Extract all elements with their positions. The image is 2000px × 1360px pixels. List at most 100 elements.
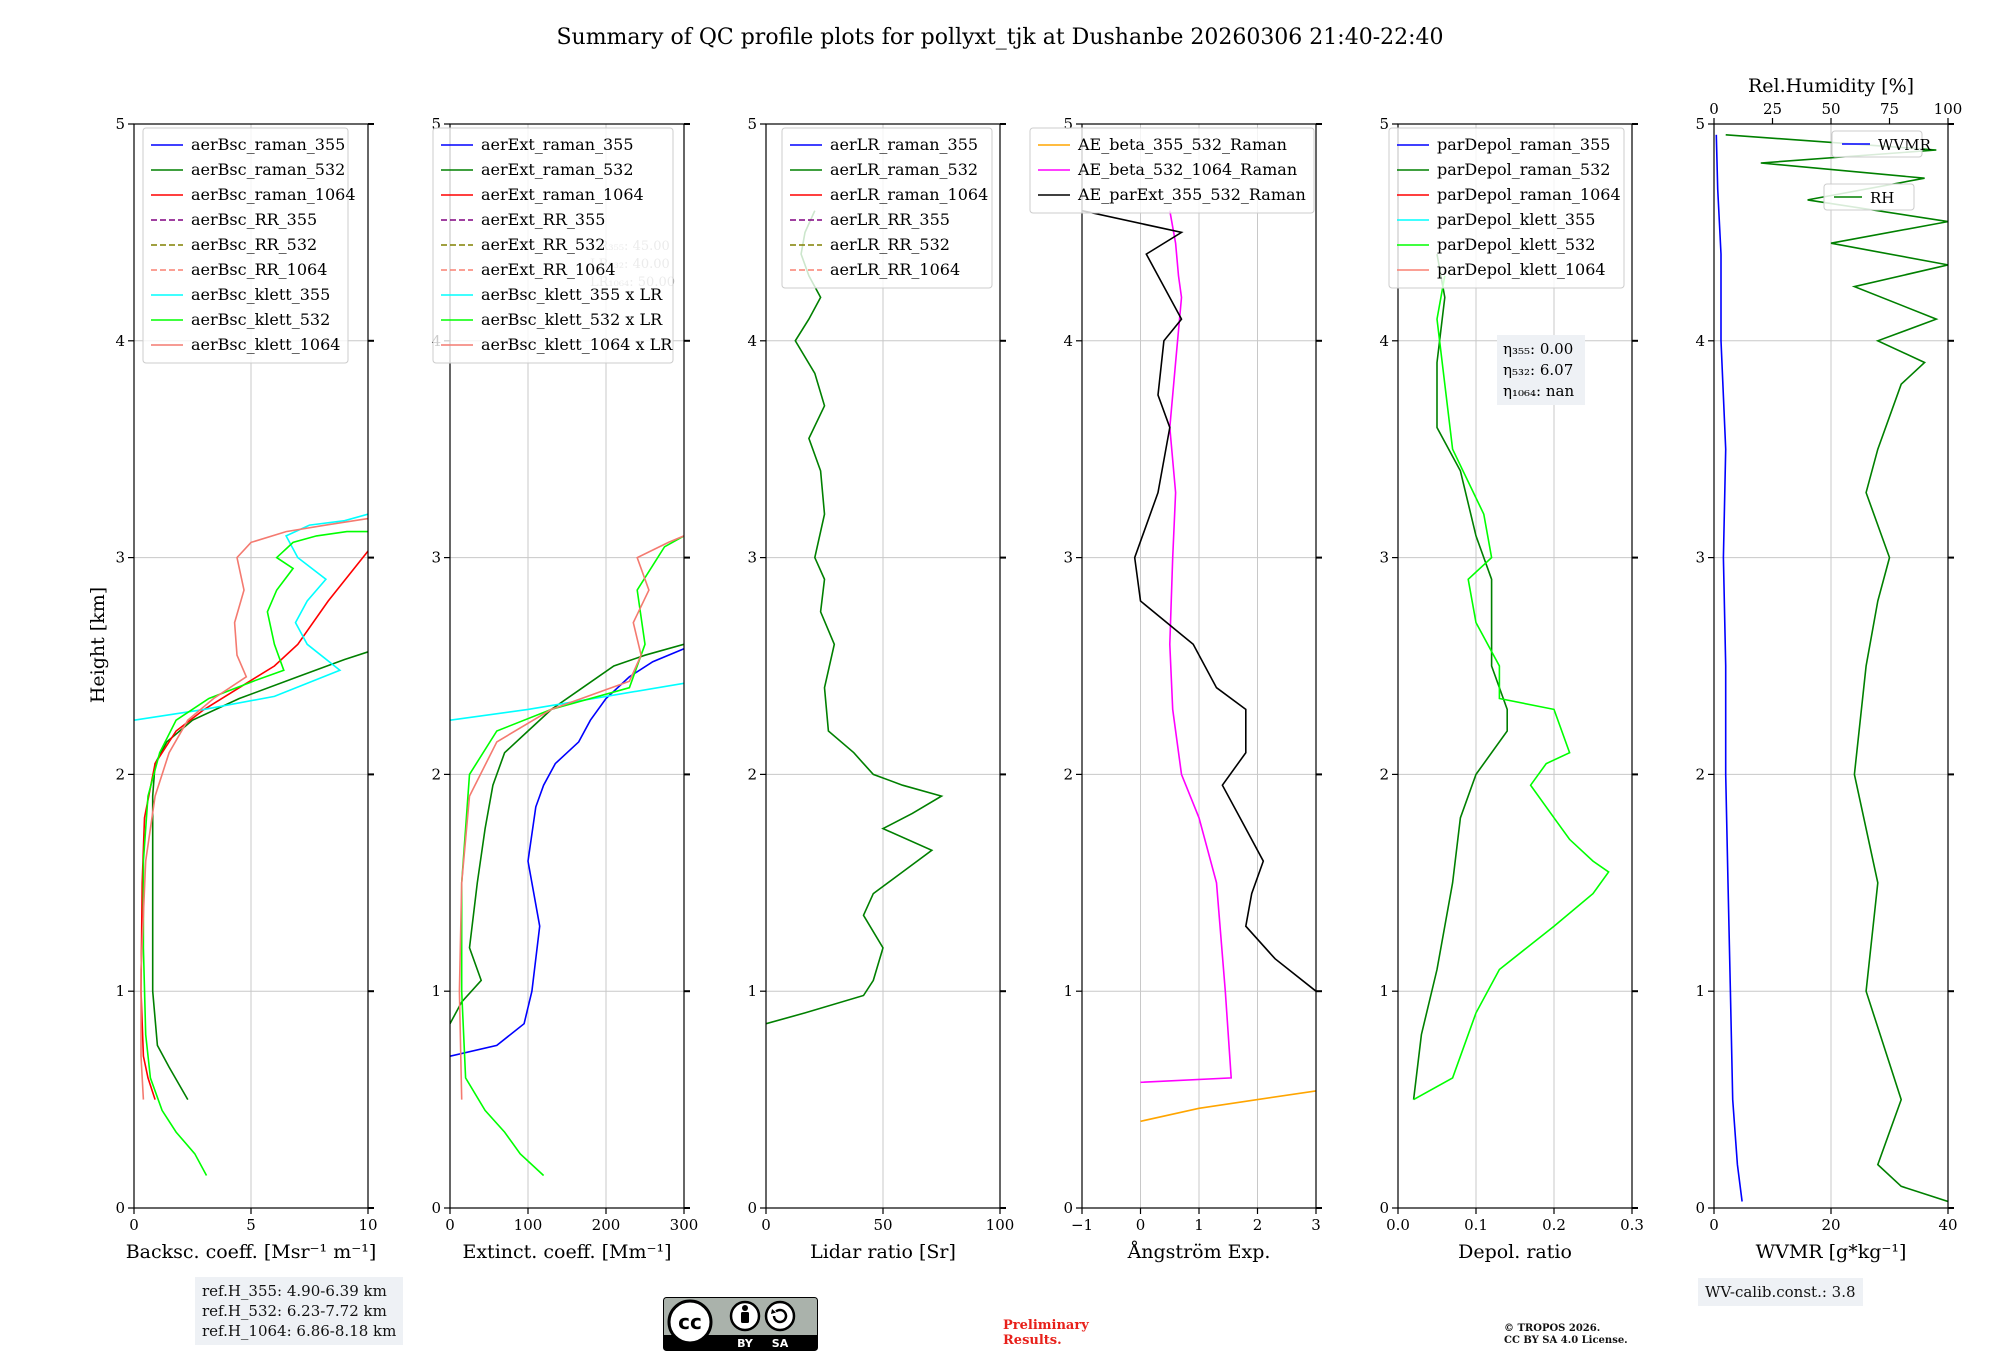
legend-box <box>432 127 674 364</box>
x-tick-label: 0 <box>129 1216 139 1234</box>
legend-box <box>1029 127 1315 214</box>
series-line-aerbsc-klett-1064 <box>140 517 368 1100</box>
legend-angstrom: AE_beta_355_532_Raman AE_beta_532_1064_Ra… <box>1029 127 1315 214</box>
series-group-extinction <box>450 535 684 1177</box>
x-tick-label: 0 <box>1136 1216 1146 1234</box>
legend-label-ae-parext-355-532-raman: AE_parExt_355_532_Raman <box>1077 185 1306 204</box>
x-axis-label-depol: Depol. ratio <box>1458 1241 1572 1263</box>
y-axis-label: Height [km] <box>87 587 109 703</box>
y-tick-label: 1 <box>1695 982 1705 1000</box>
preliminary-results-label: Preliminary Results. <box>1003 1318 1089 1348</box>
y-tick-label: 5 <box>115 115 125 133</box>
x-tick-label: 5 <box>246 1216 256 1234</box>
x-tick-label: 2 <box>1253 1216 1263 1234</box>
eta-note: η₁₀₆₄: nan <box>1503 382 1574 400</box>
ref-height-1064: ref.H_1064: 6.86-8.18 km <box>202 1322 397 1340</box>
y-tick-label: 5 <box>431 115 441 133</box>
legend-label-aerbsc-klett-532: aerBsc_klett_532 <box>191 310 330 329</box>
legend-label-aerbsc-klett-355: aerBsc_klett_355 <box>191 285 330 304</box>
x-tick-label: 0 <box>761 1216 771 1234</box>
y-tick-label: 1 <box>115 982 125 1000</box>
legend-label-aerbsc-raman-532: aerBsc_raman_532 <box>191 160 345 179</box>
preliminary-line-2: Results. <box>1003 1333 1062 1348</box>
legend-box <box>142 127 349 364</box>
top-x-tick-label: 50 <box>1821 100 1840 118</box>
x-tick-label: 0 <box>1709 1216 1719 1234</box>
legend-label-aerbsc-rr-532: aerBsc_RR_532 <box>191 235 317 254</box>
series-line-aerbsc-klett-532-x-lr <box>460 535 684 1177</box>
legend-label-aerlr-rr-1064: aerLR_RR_1064 <box>830 260 960 279</box>
legend-box <box>1823 183 1915 211</box>
y-tick-label: 5 <box>1379 115 1389 133</box>
legend-depol: parDepol_raman_355 parDepol_raman_532 parD… <box>1388 127 1625 289</box>
reference-height-box: ref.H_355: 4.90-6.39 km ref.H_532: 6.23-… <box>195 1277 404 1345</box>
x-tick-label: 100 <box>986 1216 1015 1234</box>
y-tick-label: 1 <box>431 982 441 1000</box>
legend-backscatter: aerBsc_raman_355 aerBsc_raman_532 aerBsc_r… <box>142 127 356 364</box>
x-tick-label: 0.0 <box>1386 1216 1410 1234</box>
series-line-aerbsc-klett-355 <box>134 513 368 721</box>
y-tick-label: 0 <box>115 1199 125 1217</box>
y-tick-label: 2 <box>115 765 125 783</box>
legend-label-aerbsc-klett-1064-x-lr: aerBsc_klett_1064 x LR <box>481 335 673 354</box>
legend-box <box>781 127 993 289</box>
y-tick-label: 0 <box>747 1199 757 1217</box>
copyright-line-1: © TROPOS 2026. <box>1504 1323 1601 1334</box>
legend-label-aerbsc-raman-1064: aerBsc_raman_1064 <box>191 185 356 204</box>
y-tick-label: 4 <box>1063 332 1073 350</box>
legend-label-aerbsc-raman-355: aerBsc_raman_355 <box>191 135 345 154</box>
series-line-ae-beta-355-532-raman <box>1140 1090 1316 1123</box>
legend-label-wvmr: WVMR <box>1878 136 1932 154</box>
legend-extinction: aerExt_raman_355 aerExt_raman_532 aerExt_r… <box>432 127 674 364</box>
legend-label-aerlr-raman-532: aerLR_raman_532 <box>830 160 978 179</box>
x-tick-label: −1 <box>1071 1216 1093 1234</box>
legend-label-ae-beta-532-1064-raman: AE_beta_532_1064_Raman <box>1077 160 1297 179</box>
panel-extinction: 0123450100200300Extinct. coeff. [Mm⁻¹]LR… <box>431 115 698 1263</box>
x-tick-label: 10 <box>358 1216 377 1234</box>
legend-label-ae-beta-355-532-raman: AE_beta_355_532_Raman <box>1077 135 1287 154</box>
y-tick-label: 5 <box>747 115 757 133</box>
eta-note: η₅₃₂: 6.07 <box>1503 361 1573 379</box>
series-line-pardepol-raman-532 <box>1412 253 1508 1100</box>
x-tick-label: 0.2 <box>1542 1216 1566 1234</box>
series-line-aerbsc-raman-1064 <box>140 550 368 1100</box>
series-line-aerbsc-klett-355-x-lr <box>450 682 684 721</box>
eta-note-background <box>1497 335 1585 405</box>
wv-calibration-constant: WV-calib.const.: 3.8 <box>1705 1283 1856 1301</box>
series-line-ae-beta-532-1064-raman <box>1140 210 1233 1084</box>
legend-label-pardepol-raman-355: parDepol_raman_355 <box>1437 135 1610 154</box>
legend-label-aerbsc-rr-355: aerBsc_RR_355 <box>191 210 317 229</box>
y-tick-label: 0 <box>1379 1199 1389 1217</box>
x-axis-label-backscatter: Backsc. coeff. [Msr⁻¹ m⁻¹] <box>126 1241 377 1263</box>
x-tick-label: 1 <box>1194 1216 1204 1234</box>
series-group-wv <box>1715 134 1948 1203</box>
y-tick-label: 3 <box>1695 549 1705 567</box>
cc-sa-label: SA <box>772 1337 789 1350</box>
eta-note-box: η₃₅₅: 0.00 η₅₃₂: 6.07 η₁₀₆₄: nan <box>1497 335 1585 405</box>
y-tick-label: 1 <box>747 982 757 1000</box>
cc-by-label: BY <box>737 1337 754 1350</box>
ref-height-532: ref.H_532: 6.23-7.72 km <box>202 1302 387 1320</box>
x-tick-label: 0.3 <box>1620 1216 1644 1234</box>
x-axis-label-extinction: Extinct. coeff. [Mm⁻¹] <box>462 1241 671 1263</box>
series-line-ae-parext-355-532-raman <box>1082 209 1316 992</box>
y-tick-label: 2 <box>1379 765 1389 783</box>
figure-title: Summary of QC profile plots for pollyxt_… <box>556 25 1443 50</box>
legend-label-aerbsc-klett-532-x-lr: aerBsc_klett_532 x LR <box>481 310 663 329</box>
legend-label-aerext-rr-355: aerExt_RR_355 <box>481 210 605 229</box>
y-tick-label: 0 <box>1063 1199 1073 1217</box>
y-tick-label: 3 <box>1379 549 1389 567</box>
series-line-aerlr-raman-532 <box>766 210 944 1025</box>
series-line-aerbsc-klett-1064-x-lr <box>458 535 684 1100</box>
legend-label-pardepol-raman-1064: parDepol_raman_1064 <box>1437 185 1621 204</box>
y-tick-label: 5 <box>1695 115 1705 133</box>
legend-label-aerlr-raman-1064: aerLR_raman_1064 <box>830 185 988 204</box>
series-group-angstrom <box>1082 209 1316 1123</box>
y-tick-label: 2 <box>1695 765 1705 783</box>
legend-wv: WVMR RH <box>1823 130 1932 211</box>
series-group-depol <box>1412 253 1610 1101</box>
legend-label-aerbsc-klett-355-x-lr: aerBsc_klett_355 x LR <box>481 285 663 304</box>
legend-lidar-ratio: aerLR_raman_355 aerLR_raman_532 aerLR_rama… <box>781 127 993 289</box>
